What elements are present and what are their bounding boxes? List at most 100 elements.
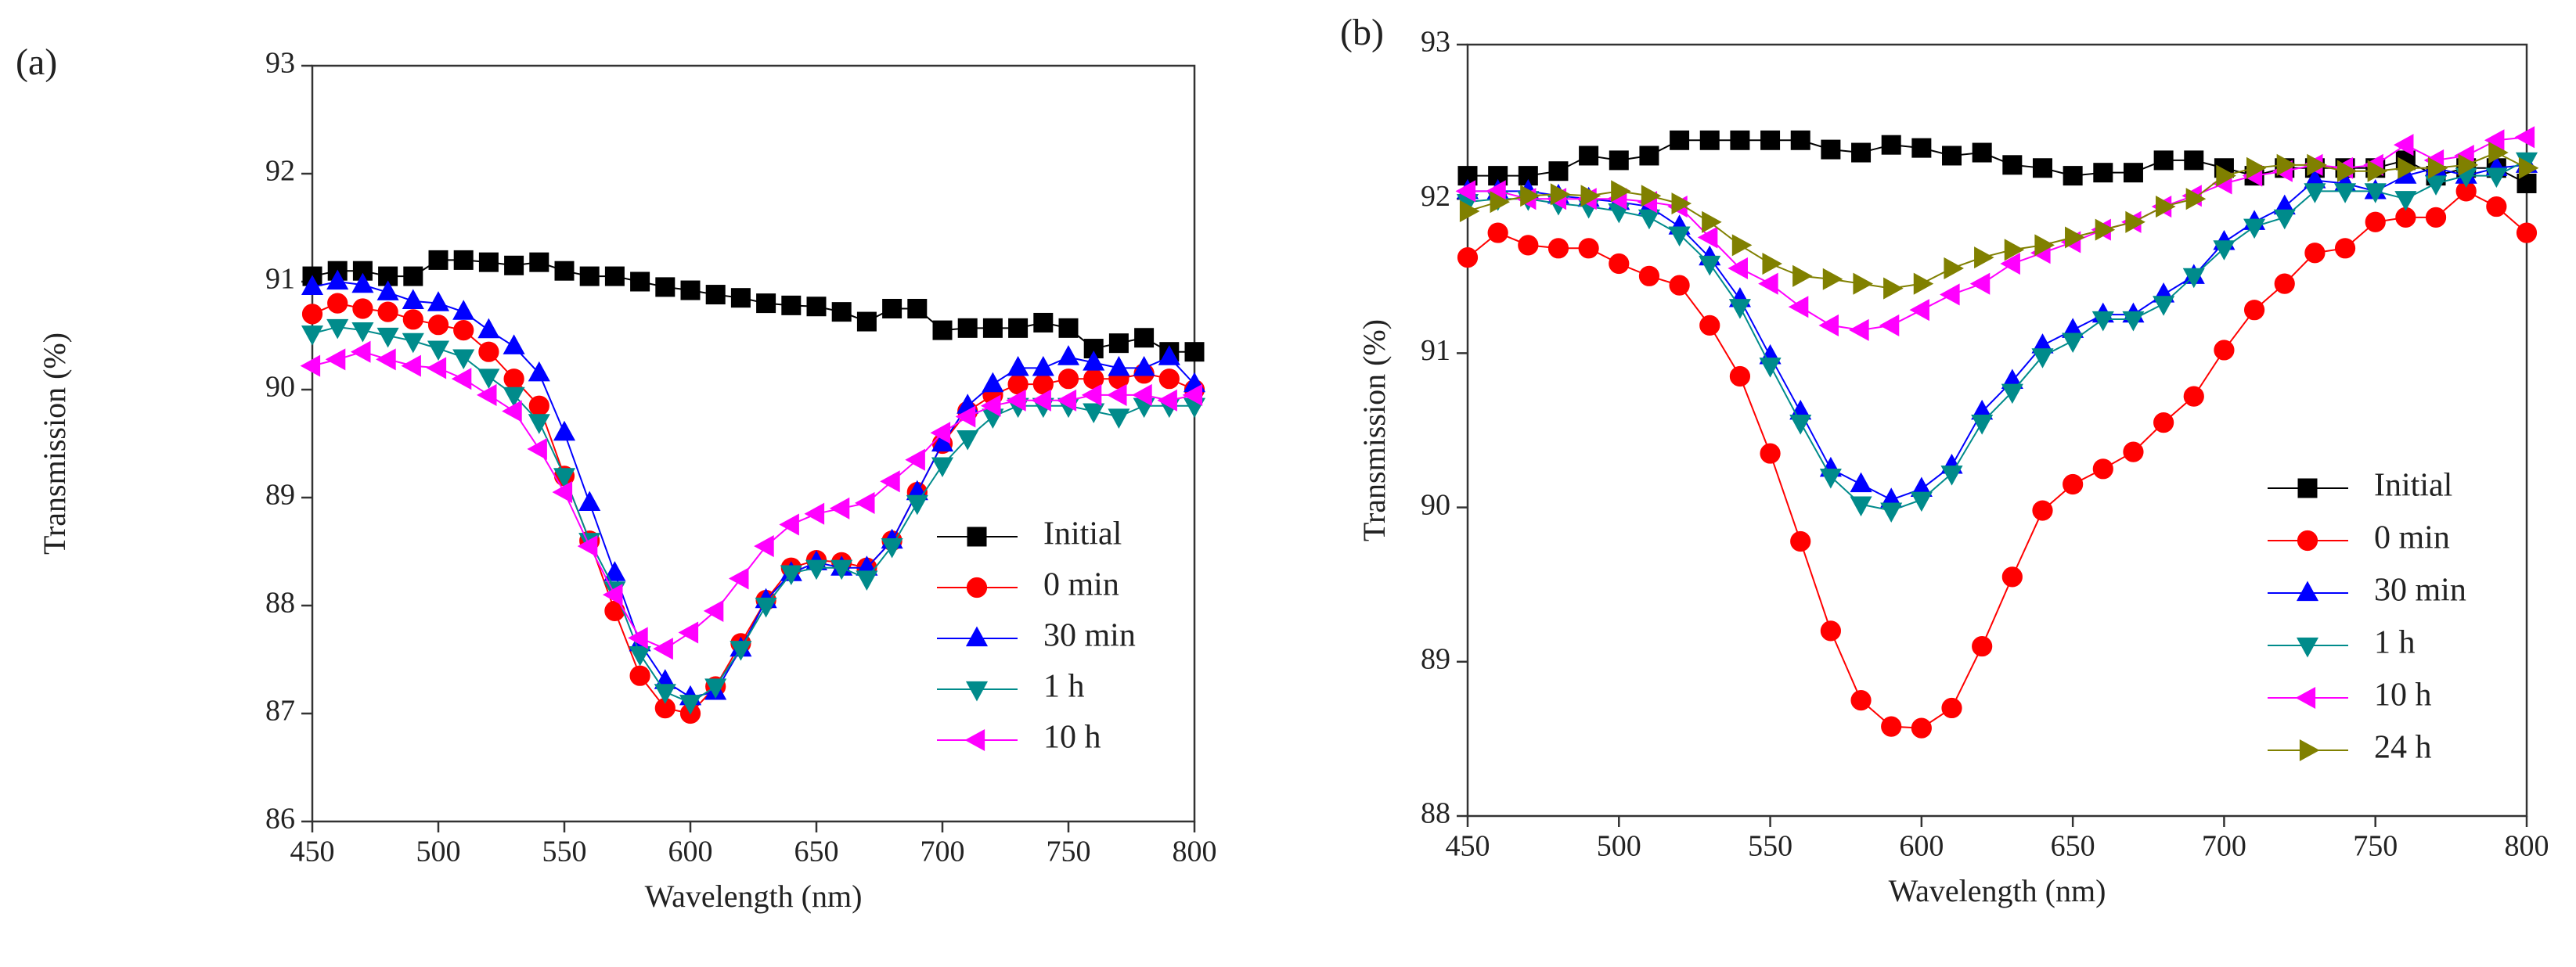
data-point [1880,502,1903,523]
x-tick-label: 800 [1173,836,1217,868]
data-point [2304,183,2326,203]
data-point [1940,466,1963,486]
data-point [1639,146,1659,166]
data-point [1490,191,1511,214]
data-point [1974,246,1994,269]
x-tick-label: 550 [1748,830,1792,863]
data-point [1032,355,1054,376]
data-point [1879,314,1900,336]
data-point [1762,252,1783,275]
data-point [1182,383,1203,406]
legend-marker [967,527,987,547]
data-point [603,561,626,581]
data-point [552,481,573,504]
data-point [1697,226,1718,249]
data-point [527,437,547,460]
data-point [2122,311,2145,332]
data-point [528,395,549,416]
x-tick-label: 500 [1597,830,1641,863]
data-point [2153,150,2174,171]
data-point [628,627,648,649]
data-point [881,538,903,559]
y-tick-label: 89 [265,479,295,512]
data-point [427,340,450,361]
data-point [452,300,475,320]
series-line [312,350,1195,650]
data-point [905,448,925,471]
data-point [1083,350,1105,371]
legend-label: 10 h [2374,678,2432,714]
data-point [1669,275,1690,296]
data-point [1057,368,1079,390]
data-point [1108,355,1130,376]
data-point [2243,218,2266,239]
data-point [1702,210,1722,233]
data-point [882,299,903,318]
data-point [477,368,500,389]
data-point [806,297,827,317]
x-tick-label: 800 [2505,830,2549,863]
data-point [352,298,373,319]
x-tick-label: 750 [2353,830,2398,863]
legend-label: Initial [2374,468,2452,504]
data-point [528,361,550,382]
data-point [1033,312,1054,333]
data-point [1459,200,1480,223]
data-point [1609,253,1630,275]
data-point [351,272,374,293]
data-point [2156,196,2176,218]
data-point [1083,403,1105,424]
data-point [1611,180,1631,203]
data-point [655,277,676,297]
data-point [679,695,702,715]
legend-label: 24 h [2374,730,2432,766]
data-point [1579,146,1599,166]
data-point [2001,383,2023,404]
panel-label: (b) [1340,12,1384,53]
data-point [529,252,549,272]
data-point [831,302,852,322]
plot-frame [311,64,1196,823]
data-point [830,559,853,581]
data-point [402,333,424,354]
data-point [1580,185,1601,207]
data-point [932,320,953,340]
data-point [403,266,423,286]
data-point [2184,150,2204,171]
y-tick-label: 90 [1421,488,1450,521]
data-point [478,252,499,272]
data-point [351,322,374,343]
data-point [2034,234,2055,257]
data-point [504,255,524,275]
legend-label: 30 min [1043,618,1136,654]
data-point [804,502,825,525]
data-point [1699,130,1720,150]
data-point [2334,183,2357,203]
data-point [553,468,576,488]
data-point [2425,207,2447,228]
data-point [653,638,673,660]
data-point [578,491,601,511]
data-point [1081,383,1102,406]
data-point [604,266,625,286]
data-point [2243,300,2265,321]
data-point [2517,173,2537,193]
y-tick-label: 92 [1421,180,1450,213]
data-point [325,348,346,371]
data-point [1730,130,1750,150]
data-point [755,597,777,618]
data-point [1790,530,1811,552]
data-point [1911,717,1932,739]
chart-panel: (b) 450 500 550 600 650 700 750 800 88 89 90 91 92 93 W… [1340,12,2549,908]
x-tick-label: 650 [794,836,839,868]
data-point [957,318,978,338]
data-point [980,394,1001,417]
x-tick-label: 600 [1899,830,1944,863]
data-point [554,261,575,281]
legend-marker [965,681,989,702]
legend-marker [966,577,988,599]
data-point [502,400,522,422]
data-point [1913,272,1934,295]
data-point [1184,342,1205,362]
data-point [1158,345,1180,365]
